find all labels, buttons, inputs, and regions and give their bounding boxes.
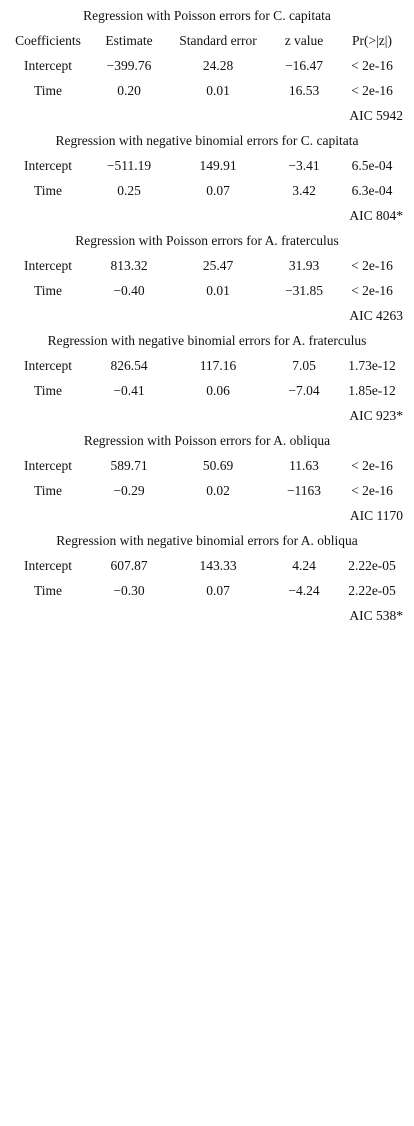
table-cell: Time (34, 83, 62, 98)
table-cell: 6.5e-04 (352, 158, 393, 173)
table-cell: 25.47 (203, 258, 234, 273)
table-cell: 143.33 (199, 558, 236, 573)
table-cell: 117.16 (200, 358, 237, 373)
table-cell: 1.85e-12 (348, 383, 396, 398)
table-cell: 50.69 (203, 458, 234, 473)
table-cell: −511.19 (107, 158, 151, 173)
column-header: Pr(>|z|) (352, 33, 392, 48)
table-cell: −4.24 (288, 583, 319, 598)
aic-value: AIC 804* (349, 208, 403, 223)
table-cell: 813.32 (110, 258, 147, 273)
section-title: Regression with negative binomial errors… (48, 333, 367, 348)
table-cell: < 2e-16 (351, 458, 393, 473)
section-title: Regression with negative binomial errors… (56, 133, 359, 148)
table-cell: 24.28 (203, 58, 234, 73)
table-cell: Time (34, 483, 62, 498)
column-header: z value (285, 33, 324, 48)
table-cell: 0.01 (206, 283, 230, 298)
table-cell: −0.40 (113, 283, 144, 298)
table-cell: −7.04 (288, 383, 319, 398)
table-cell: Intercept (24, 358, 72, 373)
table-cell: 0.02 (206, 483, 230, 498)
aic-value: AIC 923* (349, 408, 403, 423)
table-cell: 0.06 (206, 383, 230, 398)
table-cell: 7.05 (292, 358, 316, 373)
table-cell: Time (34, 283, 62, 298)
section-title: Regression with Poisson errors for A. fr… (75, 233, 339, 248)
table-cell: −0.41 (113, 383, 144, 398)
section-title: Regression with Poisson errors for C. ca… (83, 8, 331, 23)
table-cell: 0.07 (206, 583, 230, 598)
table-cell: 0.20 (117, 83, 141, 98)
table-cell: 826.54 (110, 358, 147, 373)
column-header: Estimate (105, 33, 152, 48)
table-cell: −3.41 (288, 158, 319, 173)
table-cell: 4.24 (292, 558, 316, 573)
table-cell: < 2e-16 (351, 283, 393, 298)
section-title: Regression with Poisson errors for A. ob… (84, 433, 330, 448)
table-cell: −0.29 (113, 483, 144, 498)
aic-value: AIC 4263 (349, 308, 403, 323)
table-cell: 2.22e-05 (348, 558, 396, 573)
table-cell: Intercept (24, 558, 72, 573)
table-cell: 0.07 (206, 183, 230, 198)
column-header: Standard error (179, 33, 257, 48)
table-cell: 11.63 (289, 458, 319, 473)
aic-value: AIC 5942 (349, 108, 403, 123)
table-cell: 0.25 (117, 183, 141, 198)
table-cell: < 2e-16 (351, 483, 393, 498)
table-cell: 149.91 (199, 158, 236, 173)
table-cell: < 2e-16 (351, 58, 393, 73)
table-cell: 2.22e-05 (348, 583, 396, 598)
table-cell: 607.87 (110, 558, 147, 573)
table-cell: Time (34, 183, 62, 198)
table-cell: 16.53 (289, 83, 320, 98)
table-cell: Intercept (24, 258, 72, 273)
table-cell: −16.47 (285, 58, 323, 73)
table-cell: 1.73e-12 (348, 358, 396, 373)
table-cell: 3.42 (292, 183, 316, 198)
table-cell: −0.30 (113, 583, 144, 598)
aic-value: AIC 538* (349, 608, 403, 623)
table-cell: 589.71 (110, 458, 147, 473)
table-cell: Time (34, 383, 62, 398)
section-title: Regression with negative binomial errors… (56, 533, 357, 548)
table-cell: −31.85 (285, 283, 323, 298)
table-cell: −399.76 (107, 58, 152, 73)
aic-value: AIC 1170 (350, 508, 403, 523)
table-cell: Intercept (24, 58, 72, 73)
table-cell: < 2e-16 (351, 258, 393, 273)
column-header: Coefficients (15, 33, 81, 48)
table-cell: −1163 (287, 483, 321, 498)
table-cell: Intercept (24, 458, 72, 473)
table-cell: < 2e-16 (351, 83, 393, 98)
table-cell: 6.3e-04 (352, 183, 393, 198)
table-cell: Time (34, 583, 62, 598)
table-cell: 0.01 (206, 83, 230, 98)
table-cell: Intercept (24, 158, 72, 173)
table-cell: 31.93 (289, 258, 320, 273)
